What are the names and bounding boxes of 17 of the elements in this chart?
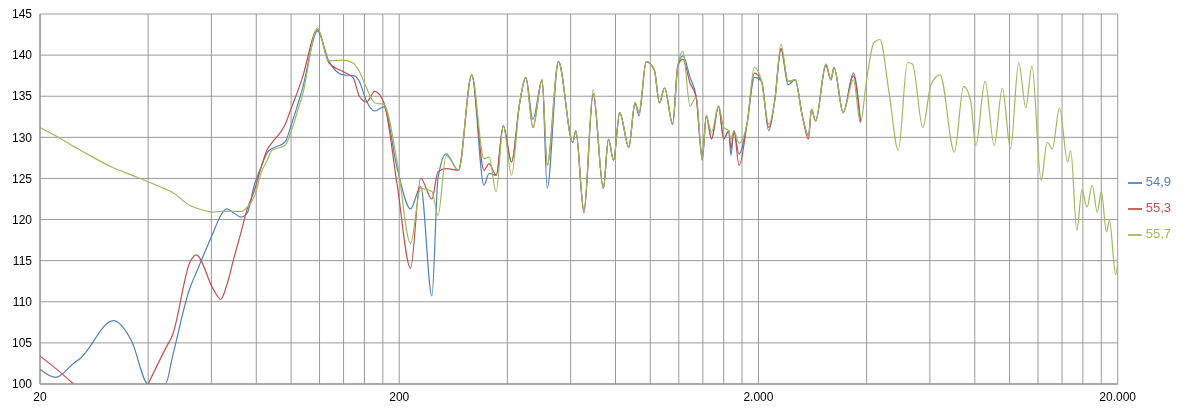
y-tick-label: 145 — [11, 7, 33, 22]
x-tick-label: 200 — [389, 389, 410, 404]
y-tick-label: 110 — [12, 295, 33, 310]
x-tick-label: 20 — [33, 389, 47, 404]
y-tick-label: 140 — [11, 48, 33, 63]
y-tick-label: 105 — [11, 336, 33, 351]
y-tick-label: 115 — [12, 253, 33, 268]
y-tick-label: 120 — [11, 212, 33, 227]
legend-label: 55,3 — [1145, 200, 1171, 215]
y-tick-label: 130 — [11, 130, 33, 145]
y-tick-label: 135 — [11, 89, 33, 104]
y-tick-label: 100 — [11, 377, 33, 392]
x-tick-label: 2.000 — [743, 389, 774, 404]
legend-label: 54,9 — [1145, 174, 1171, 189]
x-tick-label: 20.000 — [1099, 389, 1137, 404]
legend-label: 55,7 — [1145, 226, 1171, 241]
y-tick-label: 125 — [11, 171, 33, 186]
